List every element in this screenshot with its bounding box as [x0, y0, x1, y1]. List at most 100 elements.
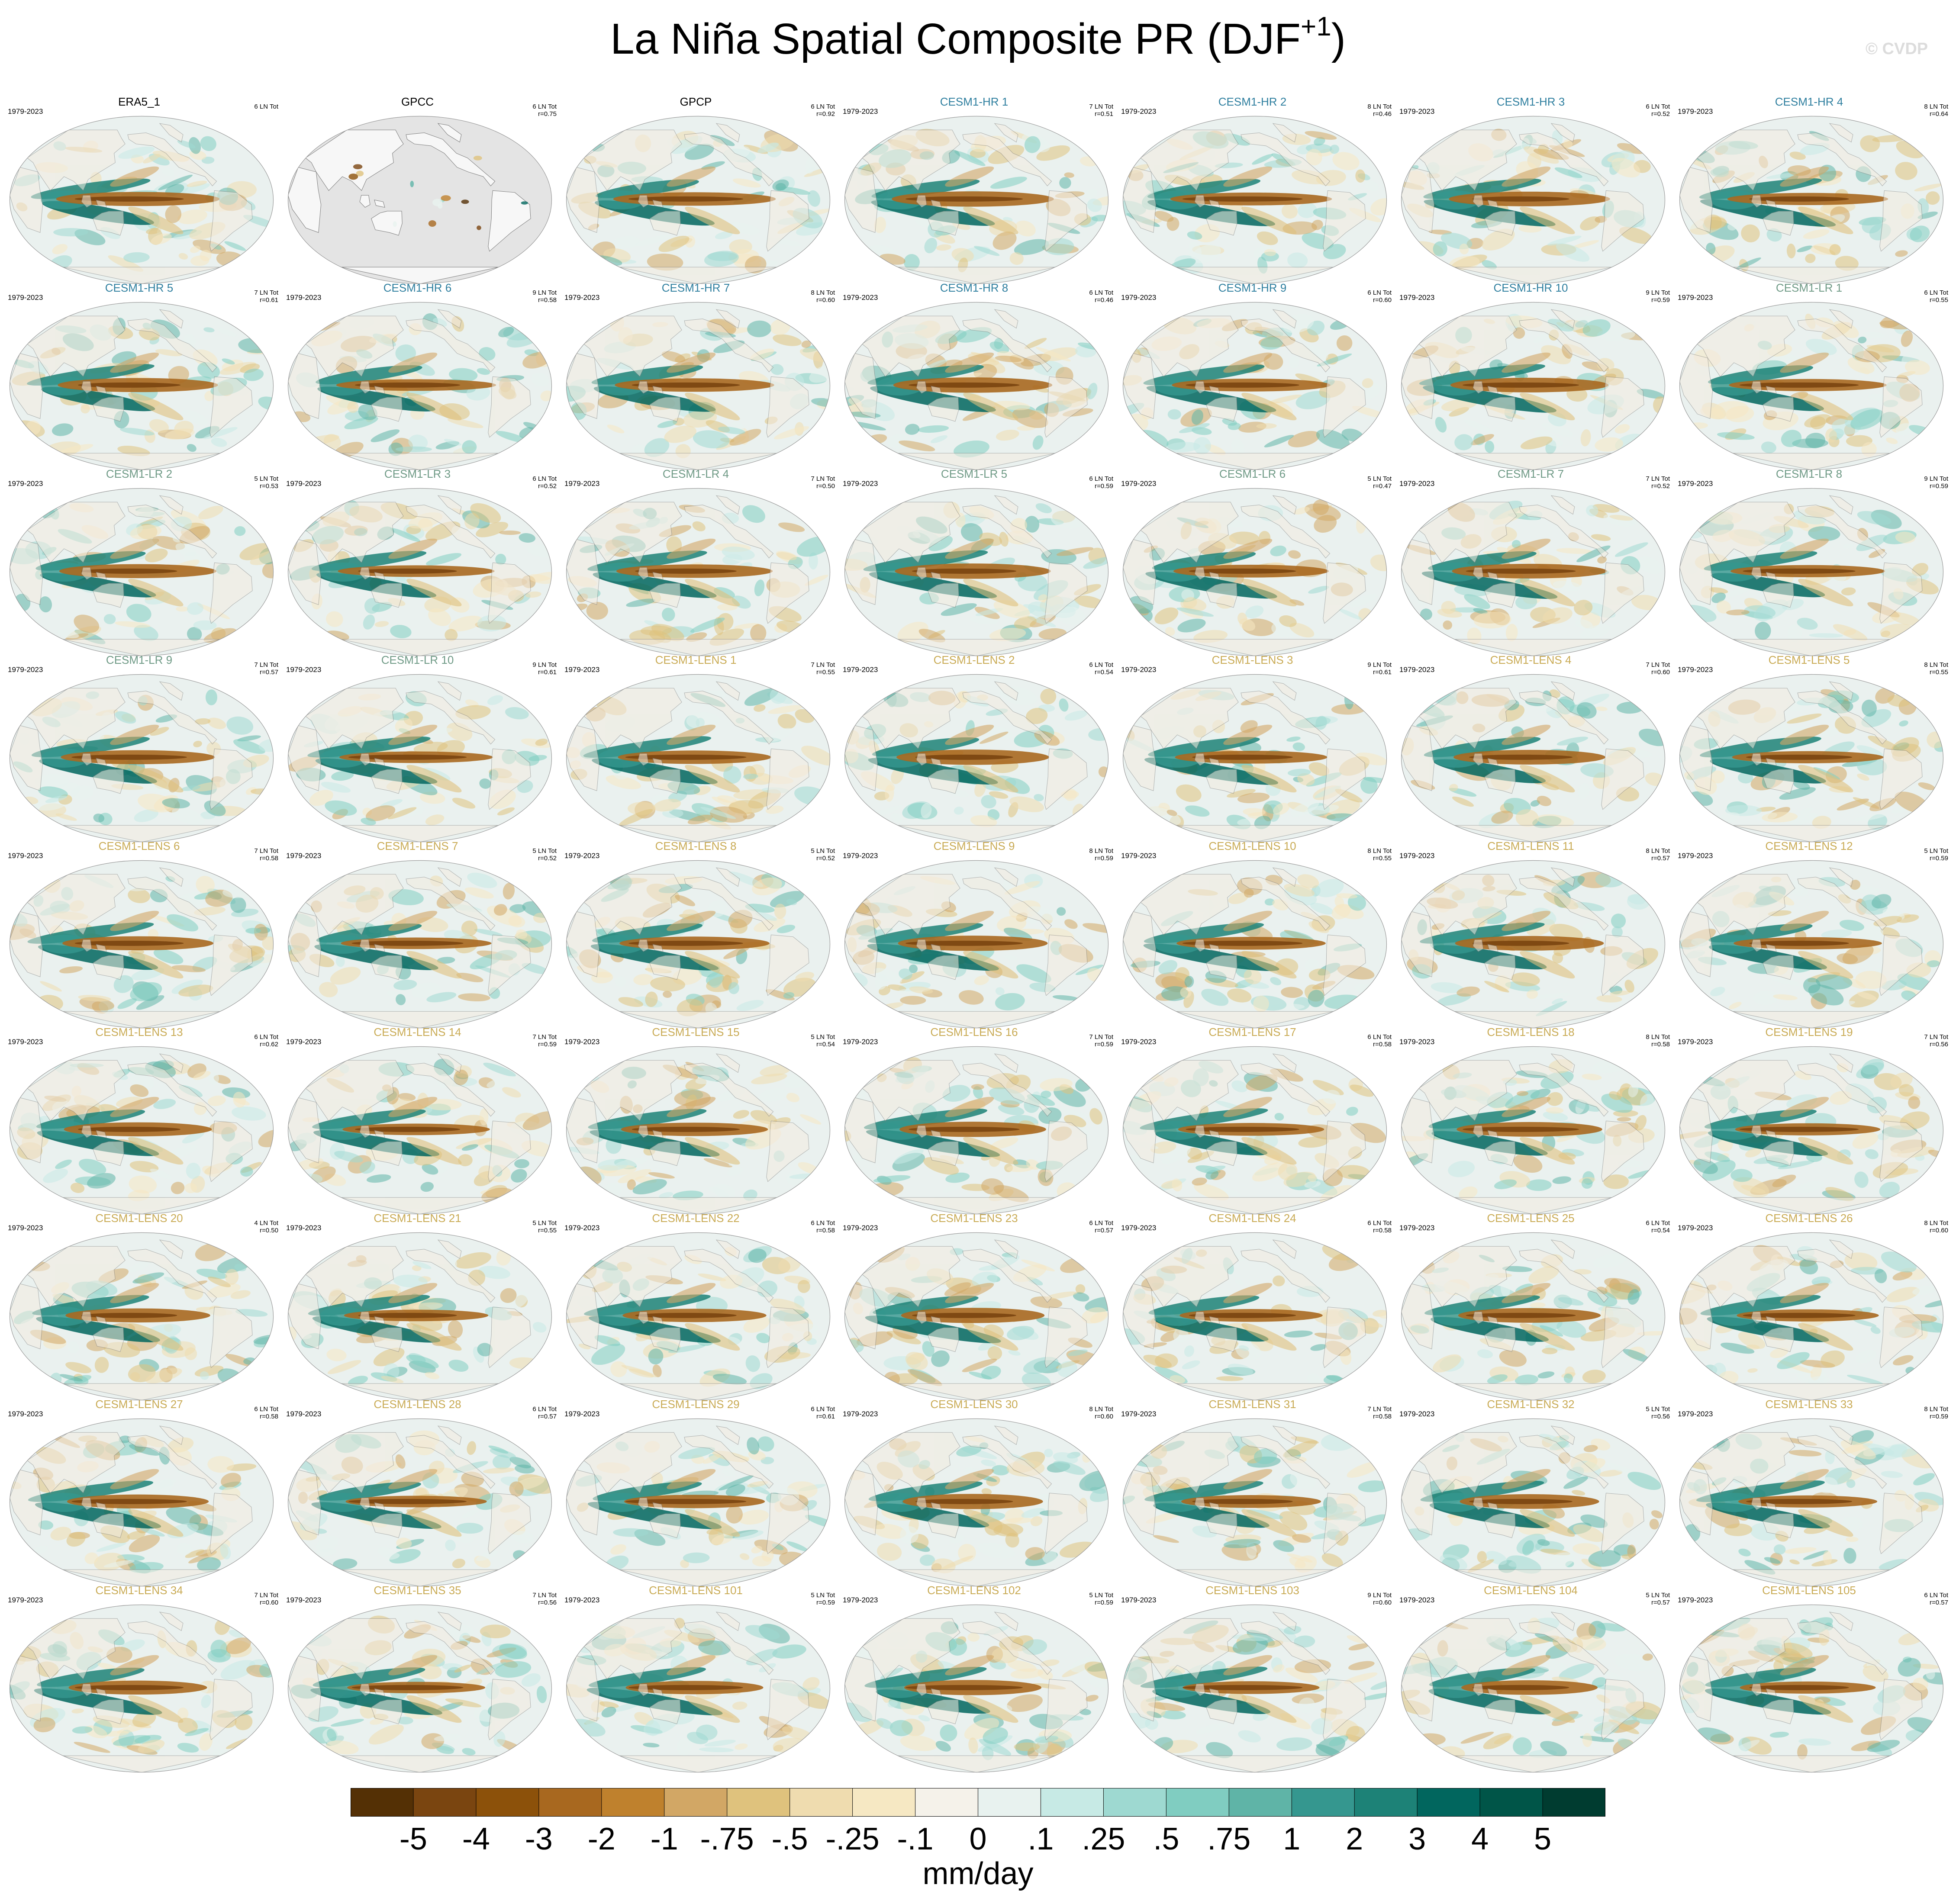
- panel-years: 1979-2023: [1678, 1410, 1713, 1418]
- map-panel: CESM1-LENS 23 1979-2023 6 LN Tot r=0.57: [835, 1207, 1113, 1401]
- panel-years: 1979-2023: [1678, 1224, 1713, 1232]
- precip-anomaly-map: [1122, 1604, 1387, 1773]
- panel-pattern-correlation: r=0.60: [1930, 1227, 1948, 1234]
- colorbar-swatch: [915, 1788, 978, 1817]
- precip-anomaly-map: [566, 116, 831, 284]
- map-panel: CESM1-LENS 4 1979-2023 7 LN Tot r=0.60: [1392, 649, 1670, 843]
- panel-event-count: 8 LN Tot: [1646, 847, 1670, 855]
- map-panel: CESM1-LENS 18 1979-2023 8 LN Tot r=0.58: [1392, 1021, 1670, 1215]
- precip-anomaly-map: [1679, 860, 1944, 1029]
- panel-years: 1979-2023: [286, 293, 322, 302]
- panel-stats: 7 LN Tot r=0.58: [1367, 1405, 1392, 1420]
- panel-title: CESM1-LENS 7: [377, 839, 458, 852]
- panel-years: 1979-2023: [843, 107, 878, 116]
- map-panel: CESM1-LENS 29 1979-2023 6 LN Tot r=0.61: [557, 1393, 835, 1587]
- precip-anomaly-map: [1401, 488, 1666, 656]
- panel-stats: 9 LN Tot r=0.60: [1367, 1592, 1392, 1606]
- colorbar-swatch: [351, 1788, 414, 1817]
- panel-years: 1979-2023: [1678, 1596, 1713, 1604]
- panel-years: 1979-2023: [564, 1038, 600, 1046]
- panel-title: CESM1-LENS 6: [98, 839, 180, 852]
- panel-years: 1979-2023: [286, 1596, 322, 1604]
- panel-years: 1979-2023: [843, 293, 878, 302]
- panel-pattern-correlation: r=0.61: [538, 669, 557, 676]
- map-panel: CESM1-LENS 104 1979-2023 5 LN Tot r=0.57: [1392, 1579, 1670, 1773]
- colorbar: [351, 1788, 1605, 1817]
- panel-stats: 7 LN Tot r=0.58: [254, 847, 278, 862]
- panel-event-count: 8 LN Tot: [1924, 103, 1948, 110]
- panel-event-count: 6 LN Tot: [1646, 103, 1670, 110]
- panel-title: CESM1-LENS 27: [95, 1398, 183, 1411]
- panel-stats: 6 LN Tot r=0.62: [254, 1033, 278, 1048]
- panel-years: 1979-2023: [843, 852, 878, 860]
- colorbar-tick-label: -2: [587, 1822, 615, 1856]
- map-panel: CESM1-LENS 19 1979-2023 7 LN Tot r=0.56: [1670, 1021, 1948, 1215]
- colorbar-tick-label: -5: [399, 1822, 427, 1856]
- colorbar-tick-label: -3: [525, 1822, 553, 1856]
- panel-stats: 8 LN Tot r=0.60: [811, 289, 835, 304]
- map-panel: CESM1-LENS 6 1979-2023 7 LN Tot r=0.58: [0, 835, 278, 1029]
- panel-title: CESM1-HR 2: [1218, 95, 1287, 108]
- panel-pattern-correlation: r=0.61: [1373, 669, 1392, 676]
- panel-title: CESM1-LR 3: [384, 467, 451, 480]
- panel-title: CESM1-LENS 17: [1208, 1026, 1296, 1039]
- panel-pattern-correlation: r=0.59: [1095, 482, 1113, 490]
- panel-pattern-correlation: r=0.58: [1651, 1041, 1670, 1048]
- map-panel: CESM1-LENS 5 1979-2023 8 LN Tot r=0.55: [1670, 649, 1948, 843]
- panel-pattern-correlation: r=0.59: [1095, 1599, 1113, 1606]
- panel-event-count: 7 LN Tot: [254, 661, 278, 669]
- precip-anomaly-map: [287, 674, 552, 843]
- panel-event-count: 8 LN Tot: [1924, 1405, 1948, 1413]
- map-panel: CESM1-HR 5 1979-2023 7 LN Tot r=0.61: [0, 277, 278, 470]
- panel-event-count: 6 LN Tot: [532, 103, 557, 110]
- colorbar-swatch: [1166, 1788, 1229, 1817]
- colorbar-tick-label: 2: [1346, 1822, 1363, 1856]
- panel-stats: 6 LN Tot r=0.52: [1646, 103, 1670, 118]
- panel-pattern-correlation: r=0.52: [1651, 110, 1670, 118]
- colorbar-swatch: [413, 1788, 477, 1817]
- panel-title: CESM1-HR 7: [661, 281, 730, 294]
- panel-event-count: 7 LN Tot: [532, 1033, 557, 1041]
- map-panel: CESM1-LENS 9 1979-2023 8 LN Tot r=0.59: [835, 835, 1113, 1029]
- colorbar-tick-label: -.25: [825, 1822, 880, 1856]
- map-panel: CESM1-LENS 3 1979-2023 9 LN Tot r=0.61: [1113, 649, 1392, 843]
- panel-years: 1979-2023: [8, 1410, 43, 1418]
- precip-anomaly-map: [1401, 1604, 1666, 1773]
- colorbar-tick-label: 0: [969, 1822, 987, 1856]
- panel-pattern-correlation: r=0.55: [538, 1227, 557, 1234]
- panel-years: 1979-2023: [564, 1410, 600, 1418]
- panel-years: 1979-2023: [8, 479, 43, 488]
- map-panel: CESM1-LENS 26 1979-2023 8 LN Tot r=0.60: [1670, 1207, 1948, 1401]
- map-panel: CESM1-HR 3 1979-2023 6 LN Tot r=0.52: [1392, 91, 1670, 284]
- panel-event-count: 9 LN Tot: [532, 289, 557, 296]
- panel-years: 1979-2023: [1678, 666, 1713, 674]
- precip-anomaly-map: [566, 1418, 831, 1587]
- panel-pattern-correlation: r=0.60: [1373, 1599, 1392, 1606]
- panel-event-count: 7 LN Tot: [1646, 661, 1670, 669]
- map-panel: CESM1-LENS 16 1979-2023 7 LN Tot r=0.59: [835, 1021, 1113, 1215]
- precip-anomaly-map: [1679, 488, 1944, 656]
- cvdp-watermark: © CVDP: [1866, 40, 1928, 58]
- panel-title: CESM1-HR 4: [1775, 95, 1843, 108]
- panel-event-count: 7 LN Tot: [254, 847, 278, 855]
- colorbar-tick-label: .75: [1207, 1822, 1251, 1856]
- panel-title: CESM1-LENS 2: [933, 653, 1015, 666]
- panel-stats: 7 LN Tot r=0.59: [1089, 1033, 1113, 1048]
- map-panel: CESM1-LENS 35 1979-2023 7 LN Tot r=0.56: [278, 1579, 557, 1773]
- precip-anomaly-map: [9, 1604, 274, 1773]
- colorbar-swatch: [852, 1788, 916, 1817]
- panel-stats: 6 LN Tot r=0.75: [532, 103, 557, 118]
- panel-title: CESM1-LENS 101: [649, 1584, 743, 1597]
- panel-pattern-correlation: r=0.57: [1651, 1599, 1670, 1606]
- colorbar-swatch: [978, 1788, 1041, 1817]
- panel-title: CESM1-HR 8: [940, 281, 1009, 294]
- panel-title: CESM1-LENS 10: [1208, 839, 1296, 852]
- panel-event-count: 7 LN Tot: [532, 1592, 557, 1599]
- panel-title: CESM1-LENS 3: [1212, 653, 1293, 666]
- panel-years: 1979-2023: [843, 479, 878, 488]
- precip-anomaly-map: [844, 1046, 1109, 1215]
- panel-years: 1979-2023: [1121, 666, 1157, 674]
- panel-stats: 8 LN Tot r=0.46: [1367, 103, 1392, 118]
- panel-event-count: 7 LN Tot: [254, 289, 278, 296]
- panel-pattern-correlation: r=0.57: [538, 1413, 557, 1420]
